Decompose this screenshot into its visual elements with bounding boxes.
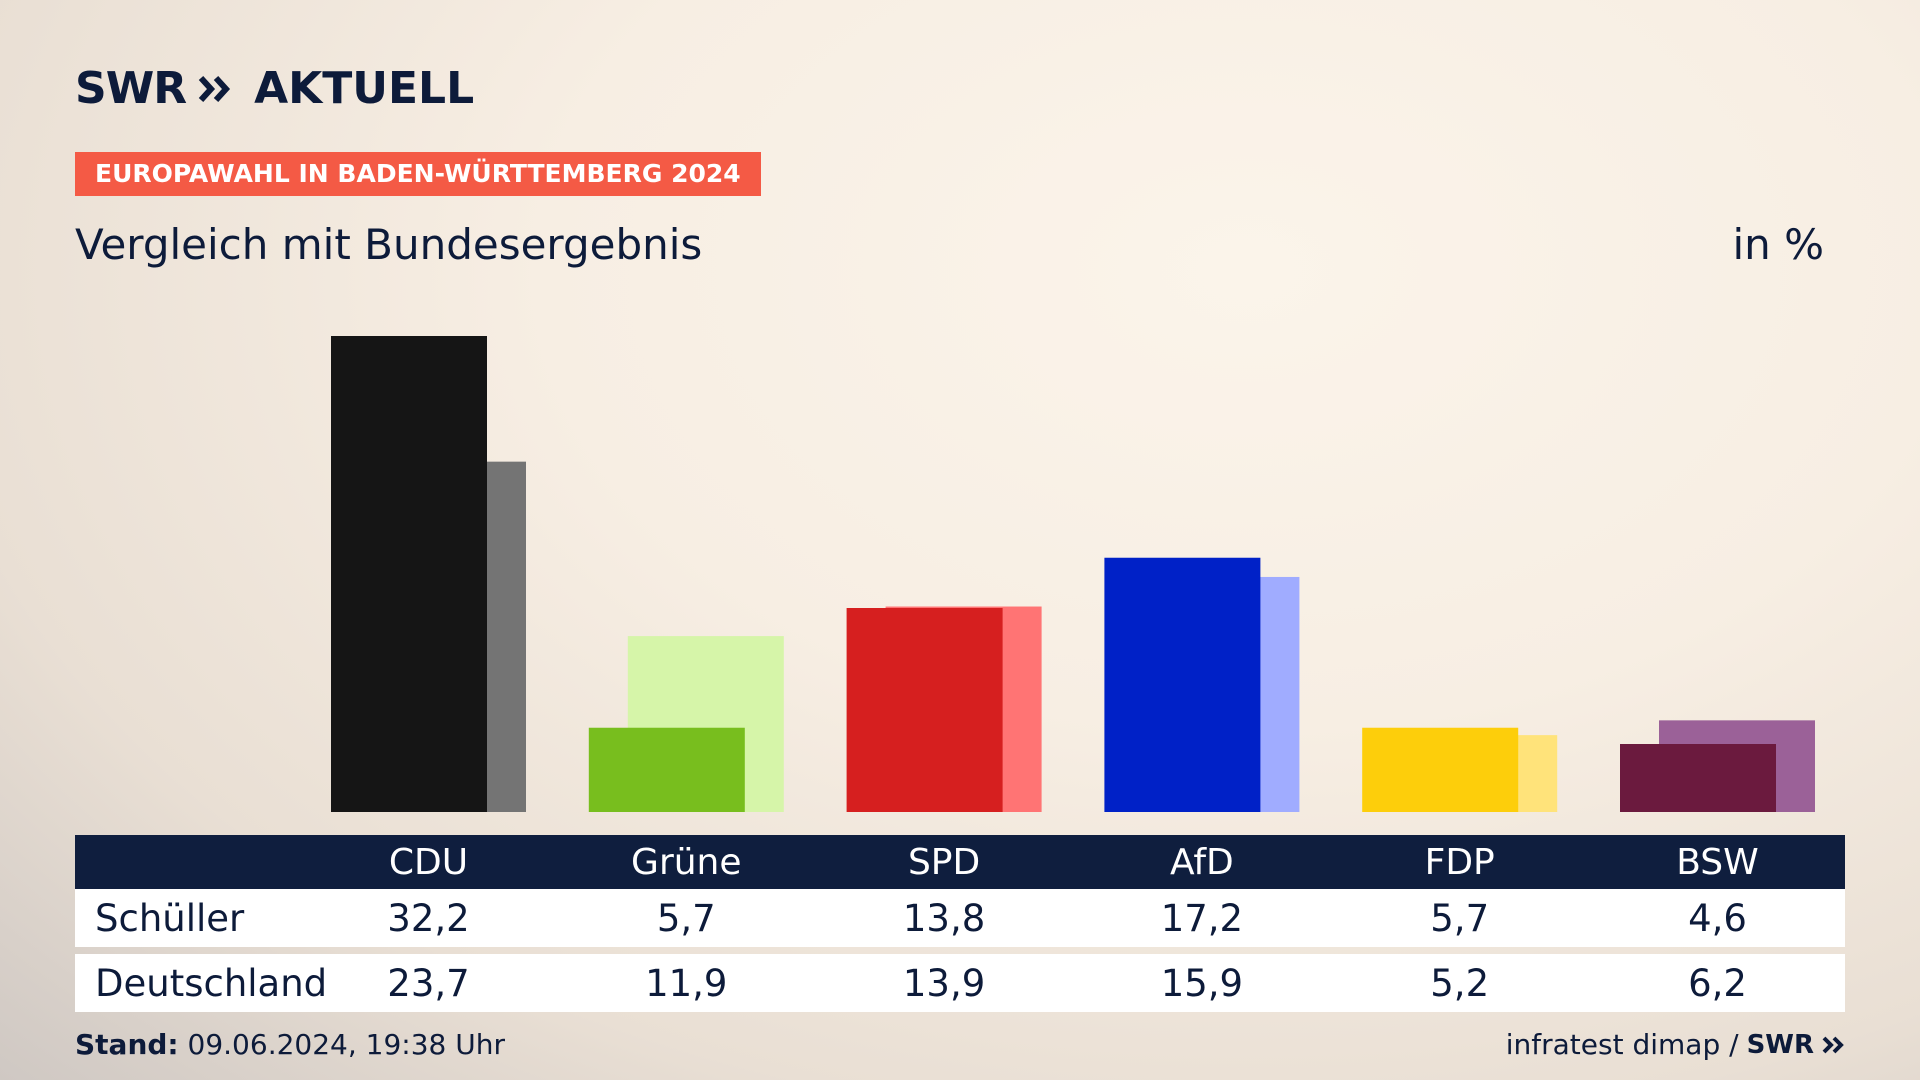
table-cell: 23,7	[387, 961, 470, 1005]
chevron-right-double-icon	[1822, 1036, 1844, 1053]
swr-aktuell-logo: SWR AKTUELL	[75, 62, 474, 116]
table-cell: 32,2	[387, 896, 470, 940]
bar-schueller-3	[1104, 557, 1261, 812]
chart-subtitle: Vergleich mit Bundesergebnis	[75, 220, 703, 269]
unit-label: in %	[1732, 220, 1824, 269]
bar-schueller-0	[331, 336, 487, 812]
bar-schueller-2	[846, 608, 1003, 812]
column-header: CDU	[388, 841, 469, 883]
table-cell: 15,9	[1160, 961, 1244, 1005]
table-cell: 13,8	[902, 896, 986, 940]
column-header: BSW	[1676, 841, 1759, 883]
row-label: Deutschland	[95, 961, 328, 1005]
bar-schueller-4	[1362, 727, 1519, 812]
stand-value: 09.06.2024, 19:38 Uhr	[187, 1028, 505, 1061]
bar-schueller-5	[1620, 744, 1776, 812]
source-credit: infratest dimap / SWR	[1506, 1028, 1844, 1061]
table-cell: 13,9	[902, 961, 986, 1005]
stand-label: Stand:	[75, 1028, 179, 1061]
source-text: infratest dimap /	[1505, 1028, 1739, 1061]
table-row-schueller: Schüller 32,2 5,7 13,8 17,2 5,7 4,6	[75, 889, 1845, 947]
logo-brand: SWR	[75, 63, 187, 114]
bar-deutschland-0	[370, 461, 526, 812]
bar-deutschland-5	[1659, 720, 1815, 812]
election-badge: EUROPAWAHL IN BADEN-WÜRTTEMBERG 2024	[75, 152, 761, 196]
logo-name: AKTUELL	[254, 63, 475, 114]
table-header-row: CDU Grüne SPD AfD FDP BSW	[75, 835, 1845, 889]
bar-deutschland-4	[1401, 735, 1558, 812]
table-row-deutschland: Deutschland 23,7 11,9 13,9 15,9 5,2 6,2	[75, 954, 1845, 1012]
results-table: CDU Grüne SPD AfD FDP BSW Schüller 32,2 5,7 13,…	[75, 835, 1845, 1012]
bar-deutschland-3	[1143, 576, 1300, 812]
table-cell: 11,9	[645, 961, 728, 1005]
column-header: Grüne	[631, 841, 742, 883]
timestamp: Stand: 09.06.2024, 19:38 Uhr	[75, 1028, 505, 1061]
source-logo: SWR	[1746, 1029, 1814, 1060]
table-cell: 6,2	[1688, 961, 1747, 1005]
row-label: Schüller	[95, 896, 245, 940]
bar-deutschland-1	[627, 636, 784, 812]
chevron-right-double-icon	[198, 75, 231, 103]
column-header: AfD	[1170, 841, 1234, 883]
table-cell: 5,2	[1430, 961, 1490, 1005]
column-header: SPD	[907, 841, 981, 883]
column-header: FDP	[1424, 841, 1495, 883]
table-cell: 4,6	[1688, 896, 1747, 940]
bar-schueller-1	[588, 727, 745, 812]
table-cell: 5,7	[656, 896, 716, 940]
bar-deutschland-2	[885, 606, 1042, 812]
table-cell: 17,2	[1160, 896, 1244, 940]
table-cell: 5,7	[1430, 896, 1490, 940]
